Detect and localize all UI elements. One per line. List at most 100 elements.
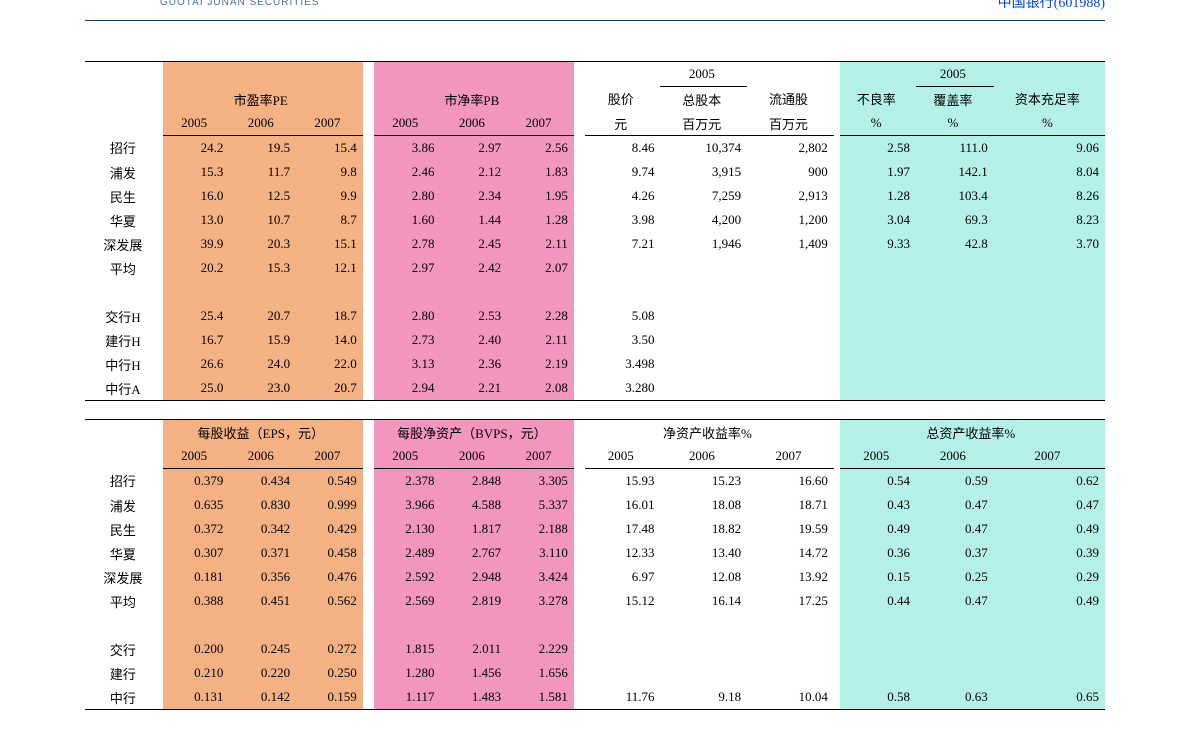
table-cell bbox=[834, 136, 841, 161]
table-cell: 3,915 bbox=[660, 160, 747, 184]
table-cell bbox=[747, 637, 834, 661]
table-cell: 0.47 bbox=[916, 493, 994, 517]
table-cell bbox=[834, 637, 841, 661]
total-shares-header: 总股本 bbox=[660, 87, 747, 112]
table-cell bbox=[994, 613, 1105, 637]
table-row: 招行0.3790.4340.5492.3782.8483.30515.9315.… bbox=[85, 469, 1105, 494]
table-cell: 华夏 bbox=[85, 208, 163, 232]
table-cell: 16.14 bbox=[661, 589, 748, 613]
table-cell: 15.93 bbox=[585, 469, 661, 494]
table-cell bbox=[574, 685, 585, 710]
table-cell: 111.0 bbox=[916, 136, 994, 161]
table-cell: 0.200 bbox=[163, 637, 230, 661]
table-cell: 2.28 bbox=[507, 304, 574, 328]
table-cell: 42.8 bbox=[916, 232, 994, 256]
table-cell: 13.0 bbox=[163, 208, 230, 232]
table-cell: 15.4 bbox=[296, 136, 363, 161]
table-cell: 3.70 bbox=[994, 232, 1105, 256]
table-cell: 4.26 bbox=[585, 184, 661, 208]
table-cell: 0.159 bbox=[296, 685, 363, 710]
table-row: 中行0.1310.1420.1591.1171.4831.58111.769.1… bbox=[85, 685, 1105, 710]
table-cell: 3.86 bbox=[374, 136, 441, 161]
table-row: 民生16.012.59.92.802.341.954.267,2592,9131… bbox=[85, 184, 1105, 208]
valuation-table-1: 市盈率PE 市净率PB 2005 2005 股价 总股本 流通股 bbox=[85, 61, 1105, 401]
table-cell: 0.44 bbox=[840, 589, 916, 613]
table-cell bbox=[574, 376, 585, 401]
table-cell bbox=[574, 208, 585, 232]
mid-year-header: 2005 bbox=[660, 62, 747, 87]
table-cell: 0.43 bbox=[840, 493, 916, 517]
table-cell: 0.142 bbox=[229, 685, 296, 710]
table-cell bbox=[363, 493, 374, 517]
table-cell bbox=[747, 352, 834, 376]
table-row: 中行H26.624.022.03.132.362.193.498 bbox=[85, 352, 1105, 376]
table-cell bbox=[363, 661, 374, 685]
year-header: 2005 bbox=[163, 444, 230, 469]
table-cell: 2.489 bbox=[374, 541, 441, 565]
table-cell: 142.1 bbox=[916, 160, 994, 184]
year-header: 2006 bbox=[661, 444, 748, 469]
roe-header: 净资产收益率% bbox=[585, 420, 834, 445]
table-cell: 9.74 bbox=[585, 160, 661, 184]
table-cell: 20.7 bbox=[296, 376, 363, 401]
table-cell bbox=[661, 637, 748, 661]
table-cell bbox=[374, 613, 441, 637]
table-cell: 19.59 bbox=[747, 517, 834, 541]
table-row: 招行24.219.515.43.862.972.568.4610,3742,80… bbox=[85, 136, 1105, 161]
table-cell: 20.7 bbox=[229, 304, 296, 328]
table-cell: 深发展 bbox=[85, 565, 163, 589]
table-cell bbox=[574, 493, 585, 517]
table-cell: 10,374 bbox=[660, 136, 747, 161]
table-row: 民生0.3720.3420.4292.1301.8172.18817.4818.… bbox=[85, 517, 1105, 541]
table-cell bbox=[994, 328, 1105, 352]
table-cell: 2.11 bbox=[507, 328, 574, 352]
table-cell: 2.08 bbox=[507, 376, 574, 401]
table-cell: 1.280 bbox=[374, 661, 441, 685]
table-cell bbox=[374, 280, 441, 304]
table-cell bbox=[163, 280, 230, 304]
table-row: 建行0.2100.2200.2501.2801.4561.656 bbox=[85, 661, 1105, 685]
table-cell: 浦发 bbox=[85, 160, 163, 184]
table-cell: 12.08 bbox=[661, 565, 748, 589]
table-cell bbox=[574, 469, 585, 494]
year-header: 2007 bbox=[507, 444, 574, 469]
table-cell: 22.0 bbox=[296, 352, 363, 376]
table-cell: 2.34 bbox=[441, 184, 508, 208]
table-cell: 0.36 bbox=[840, 541, 916, 565]
table-cell bbox=[916, 613, 994, 637]
right-year-header: 2005 bbox=[916, 62, 994, 87]
table-cell: 10.7 bbox=[229, 208, 296, 232]
table-cell: 18.08 bbox=[661, 493, 748, 517]
table-cell bbox=[840, 661, 916, 685]
table-cell: 2.80 bbox=[374, 184, 441, 208]
table-cell: 0.372 bbox=[163, 517, 230, 541]
table-cell bbox=[574, 637, 585, 661]
table-cell bbox=[834, 376, 841, 401]
table-cell bbox=[363, 352, 374, 376]
table-cell bbox=[916, 280, 994, 304]
header-stock-code: 中国银行(601988) bbox=[998, 0, 1105, 12]
npl-header: 不良率 bbox=[840, 87, 916, 112]
table-cell: 1.815 bbox=[374, 637, 441, 661]
table-cell: 0.562 bbox=[296, 589, 363, 613]
table-cell: 0.999 bbox=[296, 493, 363, 517]
page-header: GUOTAI JUNAN SECURITIES 中国银行(601988) bbox=[85, 0, 1105, 20]
table-cell bbox=[660, 352, 747, 376]
table-cell: 19.5 bbox=[229, 136, 296, 161]
table-cell: 11.7 bbox=[229, 160, 296, 184]
table-cell: 14.72 bbox=[747, 541, 834, 565]
unit-header: % bbox=[916, 111, 994, 136]
table-cell bbox=[441, 280, 508, 304]
table-cell bbox=[834, 280, 841, 304]
table-cell: 1.117 bbox=[374, 685, 441, 710]
table-cell bbox=[574, 256, 585, 280]
table-cell: 1.60 bbox=[374, 208, 441, 232]
table-cell: 深发展 bbox=[85, 232, 163, 256]
table-cell bbox=[840, 376, 916, 401]
table-cell bbox=[834, 589, 841, 613]
table-cell bbox=[834, 613, 841, 637]
table-cell bbox=[363, 517, 374, 541]
table-cell: 24.2 bbox=[163, 136, 230, 161]
year-header: 2007 bbox=[507, 111, 574, 136]
car-header: 资本充足率 bbox=[994, 87, 1105, 112]
